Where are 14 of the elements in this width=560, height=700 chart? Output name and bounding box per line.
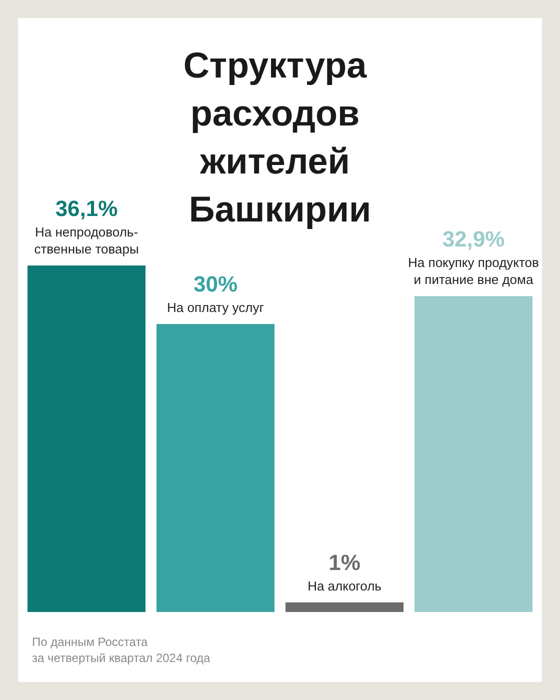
x-tick-label: На оплату услуг — [167, 300, 264, 315]
text: По данным Росстата за четвертый квартал 2024 года — [32, 635, 211, 665]
data-label: 1% — [328, 550, 360, 575]
bar — [286, 602, 404, 612]
x-tick-label: На непродоволь- ственные товары — [34, 224, 139, 256]
data-label: 32,9% — [442, 226, 505, 252]
data-label: 36,1% — [55, 196, 118, 221]
bar — [414, 296, 532, 612]
data-label: 30% — [193, 272, 238, 296]
x-tick-label: На покупку продуктов и питание вне дома — [408, 255, 540, 288]
x-tick-label: На алкоголь — [308, 578, 382, 594]
bar — [28, 265, 146, 612]
bar — [156, 324, 274, 612]
chart-title: Структура расходов жителей Башкирии — [183, 44, 377, 230]
